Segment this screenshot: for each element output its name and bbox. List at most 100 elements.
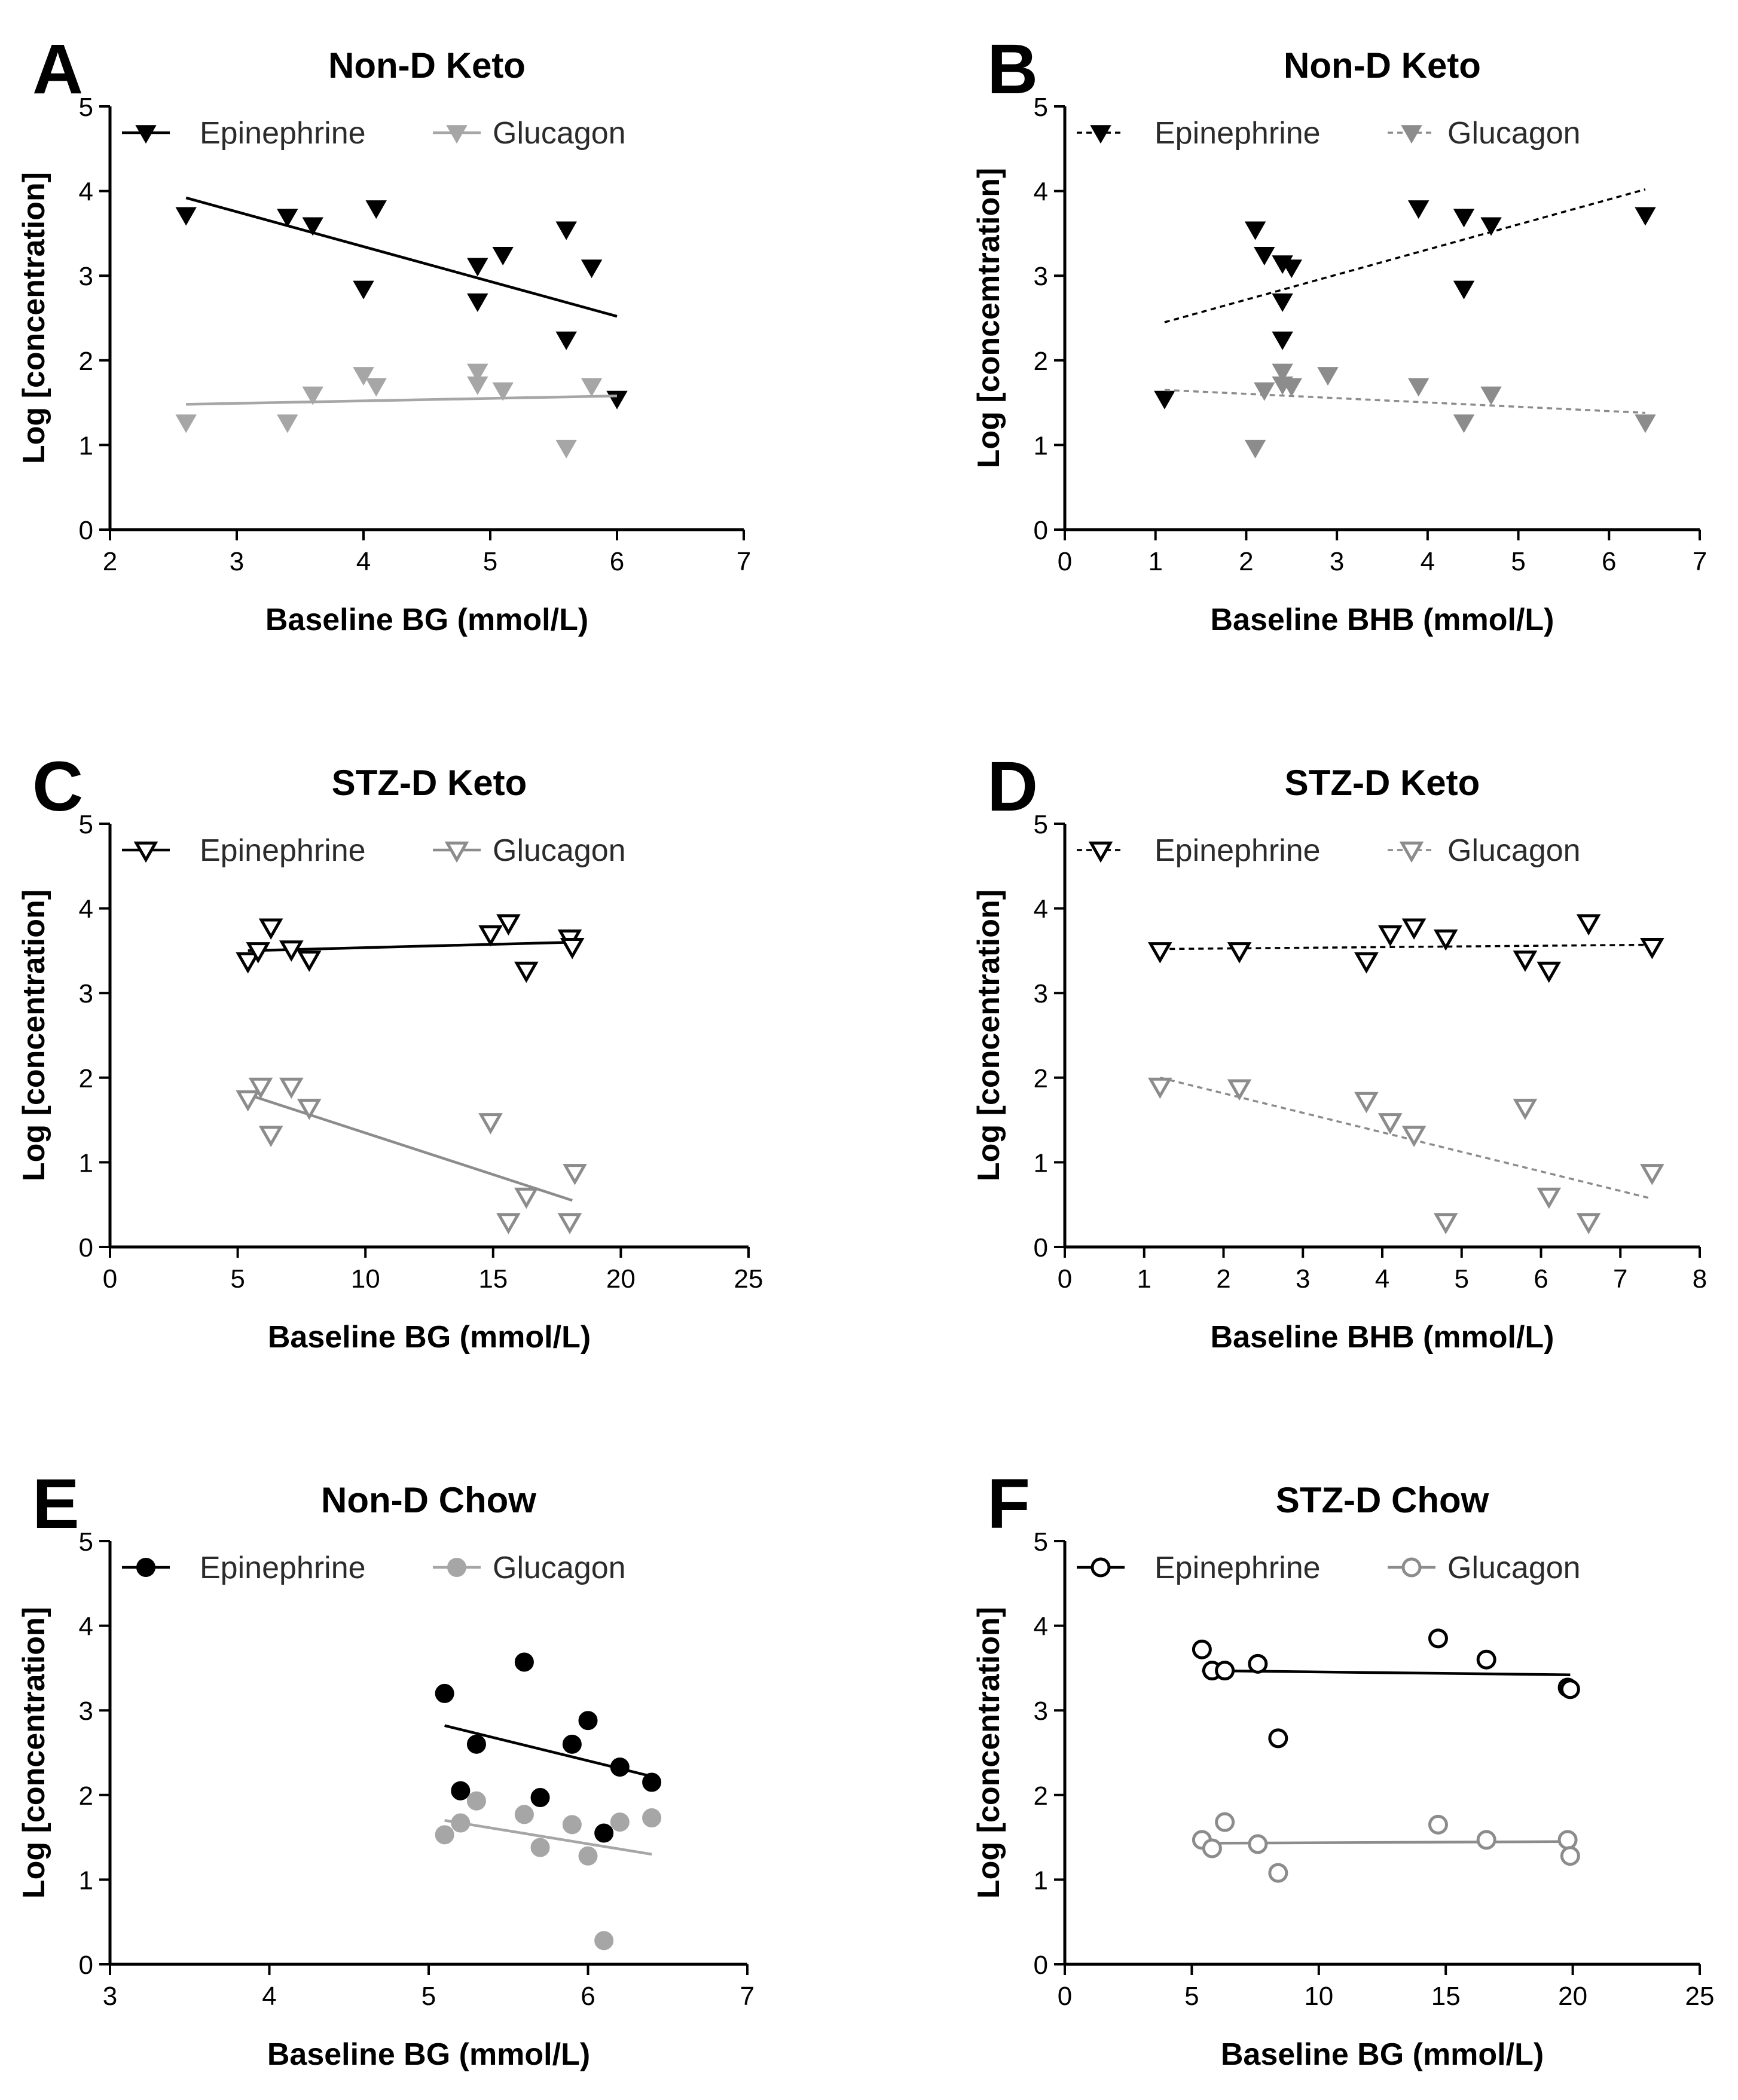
y-tick-label: 4 bbox=[1034, 178, 1048, 207]
panel-a: A Non-D Keto 0 1 2 3 4 5 2 3 4 5 6 7 Baseline BG (mmol… bbox=[17, 30, 751, 637]
data-point bbox=[467, 363, 488, 383]
data-point bbox=[1272, 331, 1293, 350]
data-point bbox=[1537, 1187, 1562, 1209]
x-tick-label: 0 bbox=[1058, 547, 1072, 576]
x-tick-label: 5 bbox=[1511, 547, 1525, 576]
regression-line bbox=[186, 395, 618, 406]
x-tick-label: 25 bbox=[734, 1264, 763, 1294]
data-point bbox=[1433, 929, 1458, 951]
data-point bbox=[1428, 1814, 1448, 1835]
data-point bbox=[563, 1164, 587, 1185]
legend-entry-glucagon: Glucagon bbox=[433, 1551, 626, 1585]
x-tick-label: 2 bbox=[103, 547, 117, 576]
data-point bbox=[514, 961, 539, 983]
legend-entry-glucagon: Glucagon bbox=[433, 116, 626, 151]
y-tick-label: 5 bbox=[1034, 1527, 1048, 1557]
x-tick-label: 1 bbox=[1137, 1264, 1151, 1294]
data-point bbox=[1227, 1079, 1252, 1101]
data-point bbox=[1640, 938, 1664, 959]
x-tick-label: 3 bbox=[103, 1982, 117, 2011]
x-tick-label: 15 bbox=[478, 1264, 508, 1294]
data-point bbox=[302, 386, 323, 405]
series-epinephrine bbox=[1192, 1628, 1580, 1749]
y-tick-label: 3 bbox=[1034, 979, 1048, 1008]
x-tick-label: 5 bbox=[1184, 1982, 1199, 2011]
data-point bbox=[1480, 217, 1502, 236]
data-point bbox=[1354, 952, 1379, 974]
y-tick-label: 0 bbox=[1034, 1233, 1048, 1263]
data-point bbox=[610, 1757, 630, 1777]
x-tick-label: 0 bbox=[103, 1264, 117, 1294]
legend-label: Glucagon bbox=[493, 116, 626, 151]
data-point bbox=[353, 367, 374, 386]
data-point bbox=[1254, 382, 1275, 401]
legend-marker bbox=[1091, 1557, 1111, 1578]
x-tick-label: 20 bbox=[1558, 1982, 1587, 2011]
data-point bbox=[642, 1772, 662, 1792]
data-point bbox=[1480, 386, 1502, 405]
data-point bbox=[492, 247, 514, 266]
legend-marker bbox=[1401, 1557, 1422, 1578]
data-point bbox=[1635, 414, 1656, 433]
y-tick-label: 4 bbox=[79, 178, 93, 207]
y-tick-label: 3 bbox=[79, 262, 93, 291]
legend-label: Epinephrine bbox=[1154, 1551, 1321, 1585]
data-point bbox=[175, 207, 197, 226]
data-point bbox=[236, 1090, 260, 1112]
data-point bbox=[1640, 1164, 1664, 1185]
regression-line bbox=[1159, 1077, 1653, 1200]
y-tick-label: 4 bbox=[1034, 895, 1048, 924]
legend-entry-epinephrine: Epinephrine bbox=[1077, 116, 1321, 151]
data-point bbox=[1476, 1649, 1496, 1670]
y-tick-label: 4 bbox=[79, 1612, 93, 1642]
data-point bbox=[1147, 942, 1172, 964]
panel-letter: C bbox=[32, 747, 83, 826]
legend-marker bbox=[1401, 125, 1422, 144]
panel-letter: D bbox=[987, 747, 1038, 826]
x-tick-label: 3 bbox=[1330, 547, 1344, 576]
data-point bbox=[1147, 1077, 1172, 1099]
x-tick-label: 2 bbox=[1216, 1264, 1230, 1294]
y-tick-label: 5 bbox=[79, 93, 93, 122]
x-tick-label: 0 bbox=[1058, 1982, 1072, 2011]
y-tick-label: 2 bbox=[79, 1781, 93, 1811]
data-point bbox=[435, 1825, 454, 1845]
y-tick-label: 5 bbox=[79, 1527, 93, 1557]
legend-marker bbox=[1088, 841, 1113, 863]
data-point bbox=[467, 376, 488, 395]
data-point bbox=[1272, 293, 1293, 312]
data-point bbox=[277, 414, 298, 433]
data-point bbox=[365, 378, 387, 397]
data-point bbox=[236, 952, 260, 974]
x-tick-label: 5 bbox=[483, 547, 497, 576]
regression-line bbox=[1164, 188, 1646, 323]
data-point bbox=[365, 200, 387, 219]
y-tick-label: 2 bbox=[1034, 347, 1048, 376]
data-point bbox=[478, 925, 503, 947]
x-tick-label: 20 bbox=[606, 1264, 636, 1294]
data-point bbox=[175, 414, 197, 433]
data-point bbox=[467, 258, 488, 277]
y-tick-label: 5 bbox=[1034, 810, 1048, 839]
data-point bbox=[560, 938, 585, 959]
y-tick-label: 5 bbox=[79, 810, 93, 839]
data-point bbox=[594, 1823, 614, 1843]
x-axis-label: Baseline BHB (mmol/L) bbox=[1211, 1320, 1554, 1355]
data-point bbox=[578, 1711, 598, 1731]
x-tick-label: 7 bbox=[1613, 1264, 1627, 1294]
x-axis-label: Baseline BG (mmol/L) bbox=[267, 2037, 590, 2072]
series-glucagon bbox=[236, 1077, 587, 1234]
data-point bbox=[258, 918, 283, 940]
data-point bbox=[1244, 221, 1266, 240]
data-point bbox=[1453, 414, 1475, 433]
data-point bbox=[642, 1808, 662, 1828]
data-point bbox=[555, 439, 577, 458]
y-tick-label: 3 bbox=[1034, 262, 1048, 291]
y-tick-label: 4 bbox=[79, 895, 93, 924]
data-point bbox=[258, 1126, 283, 1147]
chart-title: Non-D Chow bbox=[321, 1480, 536, 1520]
data-point bbox=[1215, 1661, 1235, 1681]
data-point bbox=[1317, 367, 1339, 386]
data-point bbox=[1254, 247, 1275, 266]
data-point bbox=[496, 1213, 521, 1234]
